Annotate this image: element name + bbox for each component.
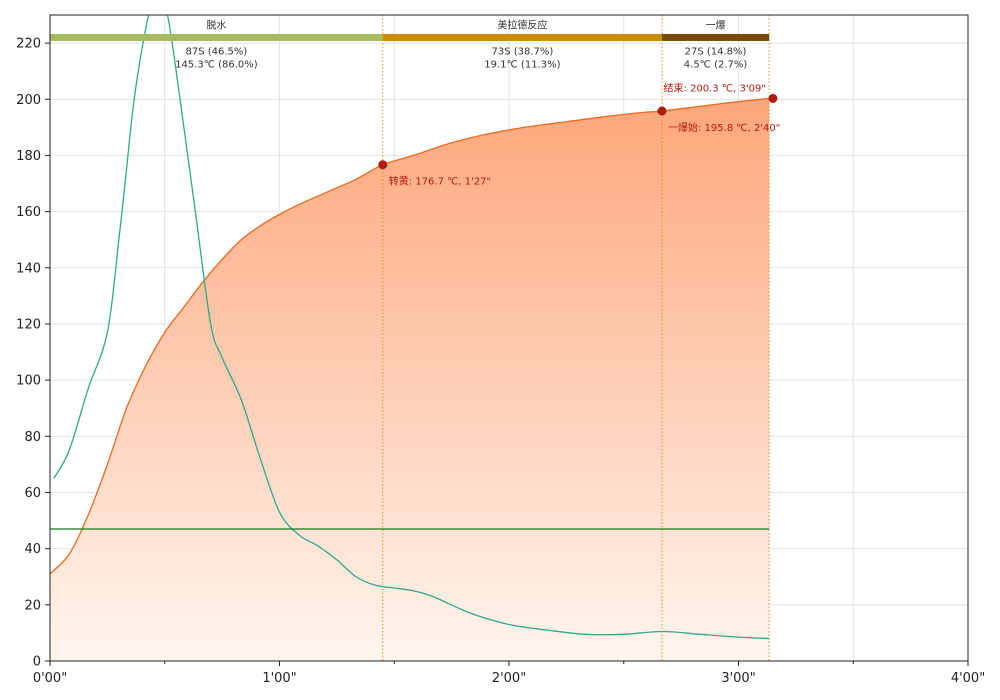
phase-bar bbox=[50, 33, 383, 41]
y-tick-label: 220 bbox=[16, 37, 41, 52]
event-label: 结束: 200.3 ℃, 3'09" bbox=[664, 81, 766, 94]
y-tick-label: 80 bbox=[24, 430, 41, 445]
event-point bbox=[378, 160, 388, 170]
y-tick-label: 40 bbox=[24, 542, 41, 557]
series-line-1 bbox=[53, 15, 770, 640]
y-tick-label: 120 bbox=[16, 317, 41, 332]
phase-duration-label: 87S (46.5%) bbox=[185, 46, 247, 57]
y-tick-label: 0 bbox=[33, 655, 41, 670]
y-tick-label: 140 bbox=[16, 261, 41, 276]
phase-name-label: 美拉德反应 bbox=[497, 18, 547, 31]
x-tick-label: 3'00" bbox=[721, 671, 755, 686]
series-line-0 bbox=[50, 97, 770, 575]
y-tick-label: 100 bbox=[16, 374, 41, 389]
phase-temp-rise-label: 4.5℃ (2.7%) bbox=[684, 59, 748, 70]
phase-temp-rise-label: 145.3℃ (86.0%) bbox=[175, 59, 258, 70]
x-tick-label: 1'00" bbox=[262, 671, 296, 686]
phase-boundary-markers bbox=[382, 15, 770, 661]
x-tick-label: 4'00" bbox=[951, 671, 985, 686]
y-tick-label: 200 bbox=[16, 93, 41, 108]
phase-duration-label: 27S (14.8%) bbox=[685, 46, 747, 57]
phase-bar bbox=[382, 33, 662, 41]
phase-temp-rise-label: 19.1℃ (11.3%) bbox=[484, 59, 560, 70]
phase-name-label: 脱水 bbox=[206, 18, 226, 31]
y-tick-label: 160 bbox=[16, 205, 41, 220]
event-point bbox=[768, 93, 778, 103]
event-point bbox=[657, 106, 667, 116]
y-tick-label: 60 bbox=[24, 486, 41, 501]
event-markers: 转黄: 176.7 ℃, 1'27" 一爆始: 195.8 ℃, 2'40" 结束:… bbox=[378, 81, 780, 188]
phase-name-label: 一爆 bbox=[706, 19, 726, 31]
bean-temp-area bbox=[50, 98, 770, 661]
phase-bar bbox=[662, 33, 770, 41]
y-tick-label: 180 bbox=[16, 149, 41, 164]
y-tick-label: 20 bbox=[24, 598, 41, 613]
event-label: 一爆始: 195.8 ℃, 2'40" bbox=[668, 121, 780, 134]
phase-bars: 脱水 87S (46.5%) 145.3℃ (86.0%) 美拉德反应 73S (38.… bbox=[50, 18, 770, 70]
x-tick-label: 2'00" bbox=[492, 671, 526, 686]
event-label: 转黄: 176.7 ℃, 1'27" bbox=[389, 175, 491, 188]
series-lines bbox=[50, 15, 770, 640]
temperature-area-fill bbox=[50, 98, 770, 661]
axes: 0'00" 1'00" 2'00" 3'00" 4'00" 0 20 40 60 80 100 120… bbox=[16, 37, 985, 686]
x-tick-label: 0'00" bbox=[33, 671, 67, 686]
phase-duration-label: 73S (38.7%) bbox=[491, 46, 553, 57]
